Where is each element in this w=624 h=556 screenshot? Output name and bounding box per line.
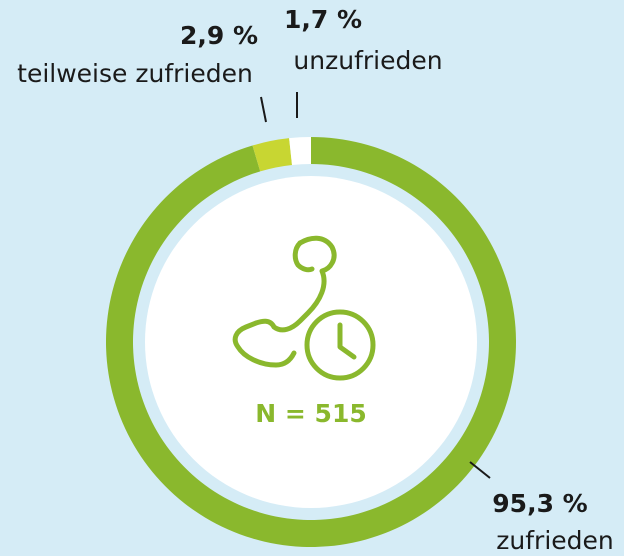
value-label: 2,9 % — [180, 21, 258, 50]
leader-line — [469, 461, 491, 479]
phone-clock-icon — [232, 235, 376, 381]
donut — [105, 137, 517, 547]
value-label: 1,7 % — [284, 5, 362, 34]
value-label: 95,3 % — [492, 489, 587, 518]
leader-line — [260, 96, 267, 123]
category-label: zufrieden — [496, 526, 613, 555]
donut-segment — [289, 137, 311, 166]
sample-size: N = 515 — [255, 399, 366, 428]
center-disc — [145, 176, 477, 508]
category-label: teilweise zufrieden — [17, 59, 253, 88]
donut-segment — [252, 138, 293, 172]
category-label: unzufrieden — [293, 46, 442, 75]
